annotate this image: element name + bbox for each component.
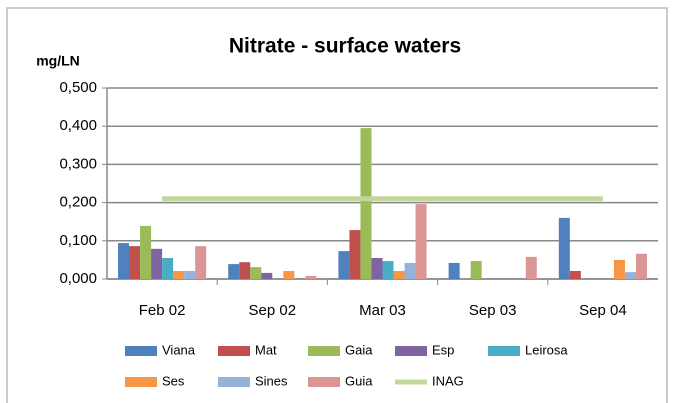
y-axis-label: mg/LN — [36, 53, 80, 69]
y-tick-label: 0,400 — [59, 117, 97, 134]
bar — [635, 253, 647, 279]
bar — [140, 225, 152, 279]
legend-swatch — [125, 346, 157, 356]
legend-label: INAG — [432, 373, 464, 388]
x-tick-label: Mar 03 — [359, 302, 406, 319]
bar — [305, 275, 317, 279]
legend-label: Leirosa — [525, 342, 568, 357]
x-tick-label: Sep 04 — [579, 302, 627, 319]
legend-label: Mat — [255, 342, 277, 357]
legend-label: Esp — [432, 342, 454, 357]
bar — [448, 262, 460, 279]
chart-border — [6, 7, 668, 403]
bar — [415, 204, 427, 279]
bar — [151, 248, 163, 279]
legend-label: Gaia — [345, 342, 373, 357]
bar — [371, 257, 383, 279]
bar — [250, 267, 262, 279]
bar — [470, 261, 482, 279]
bar — [129, 246, 141, 279]
y-tick-label: 0,200 — [59, 194, 97, 211]
bar — [228, 264, 240, 279]
x-tick-label: Feb 02 — [139, 302, 186, 319]
bar — [569, 270, 581, 279]
bar — [360, 128, 372, 279]
legend-swatch — [125, 377, 157, 387]
bar — [283, 270, 295, 279]
legend-swatch — [395, 346, 427, 356]
bar — [239, 262, 251, 279]
bar — [525, 256, 537, 279]
bar — [261, 272, 273, 279]
bar — [393, 270, 405, 279]
legend-swatch — [218, 346, 250, 356]
legend-swatch — [308, 377, 340, 387]
y-tick-label: 0,000 — [59, 270, 97, 287]
bar — [404, 262, 416, 279]
bar — [338, 251, 350, 279]
x-tick-label: Sep 02 — [249, 302, 297, 319]
legend-swatch — [218, 377, 250, 387]
legend-label: Sines — [255, 373, 288, 388]
bar — [349, 230, 361, 279]
bar — [613, 259, 625, 279]
bar — [162, 257, 174, 279]
legend-label: Guia — [345, 373, 373, 388]
legend-swatch — [308, 346, 340, 356]
bar — [195, 246, 207, 279]
y-tick-label: 0,500 — [59, 79, 97, 96]
bar — [382, 261, 394, 279]
y-tick-label: 0,300 — [59, 155, 97, 172]
legend-swatch — [488, 346, 520, 356]
legend-label: Viana — [162, 342, 196, 357]
bar — [184, 270, 196, 279]
y-tick-label: 0,100 — [59, 232, 97, 249]
bar — [624, 272, 636, 279]
x-tick-label: Sep 03 — [469, 302, 517, 319]
legend-label: Ses — [162, 373, 185, 388]
chart-title: Nitrate - surface waters — [229, 35, 461, 58]
bar — [118, 243, 130, 279]
bar — [173, 270, 185, 279]
bar — [558, 217, 570, 279]
